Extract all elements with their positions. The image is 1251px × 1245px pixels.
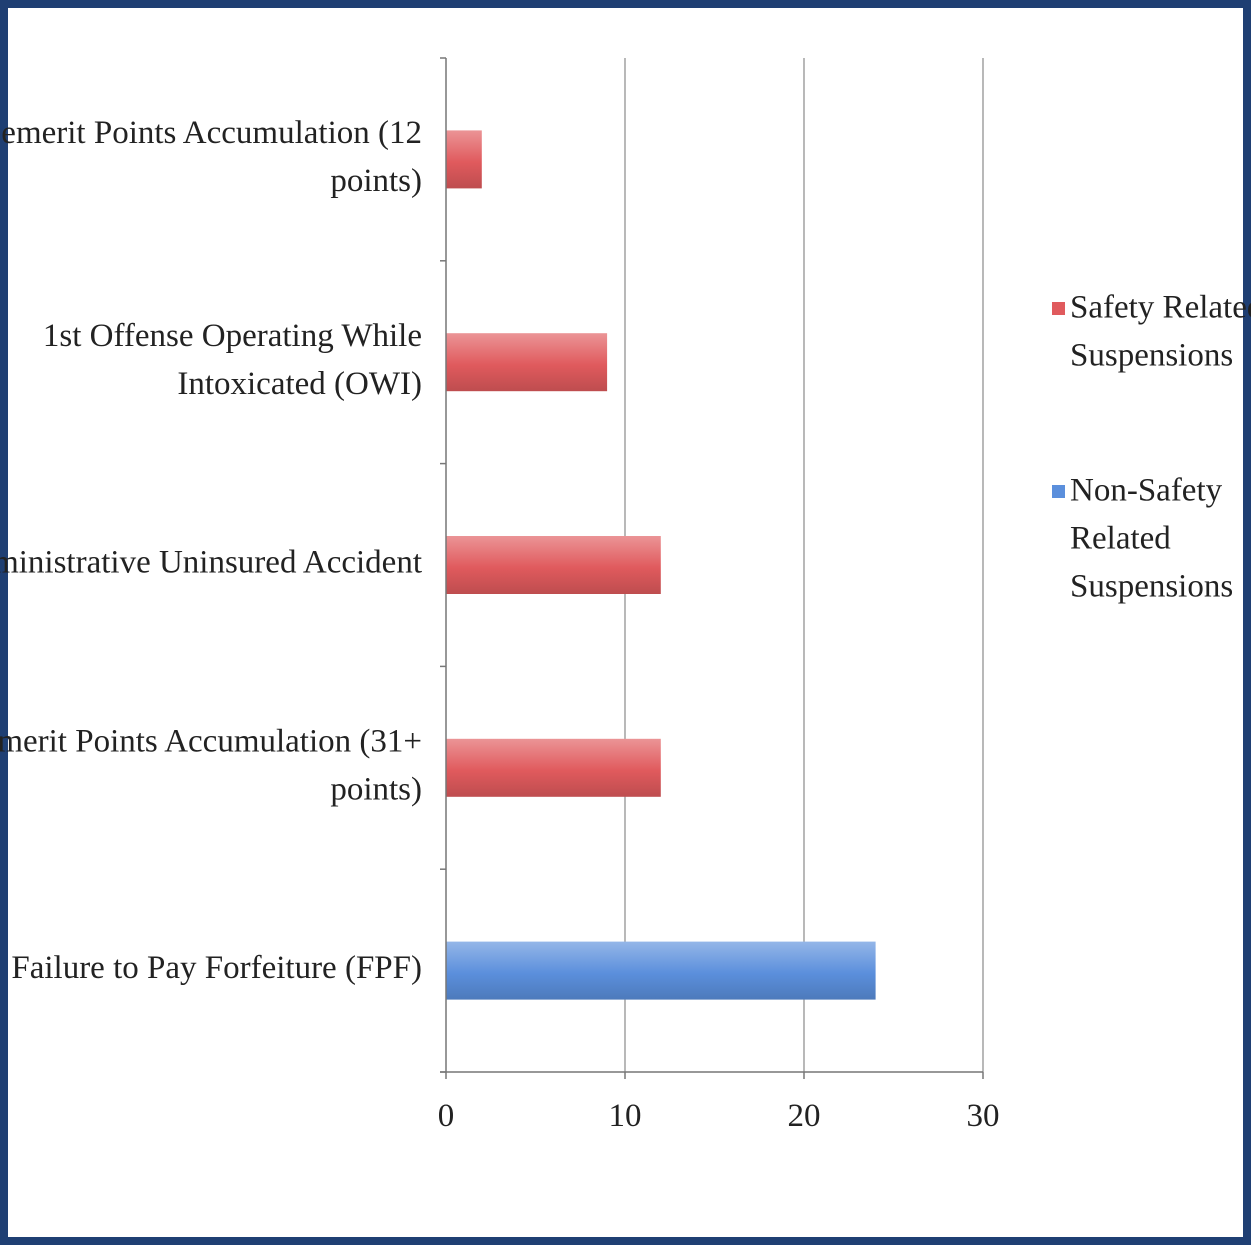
category-label: Demerit Points Accumulation (31+ — [0, 723, 422, 759]
category-label: points) — [330, 771, 422, 807]
category-label: Intoxicated (OWI) — [177, 366, 422, 402]
bar-safety-0 — [446, 130, 482, 189]
category-label: 1st Offense Operating While — [43, 318, 422, 354]
safety-legend-swatch — [1052, 302, 1065, 315]
x-tick-label: 10 — [609, 1098, 642, 1134]
bar-safety-3 — [446, 738, 661, 797]
category-label: Demerit Points Accumulation (12 — [0, 115, 422, 151]
x-tick-label: 30 — [967, 1098, 1000, 1134]
x-tick-label: 20 — [788, 1098, 821, 1134]
bar-safety-2 — [446, 536, 661, 594]
non-safety-legend-swatch — [1052, 485, 1065, 498]
legend-label: Suspensions — [1070, 569, 1233, 605]
legend-label: Non-Safety — [1070, 473, 1223, 509]
x-tick-label: 0 — [438, 1098, 455, 1134]
category-label: Administrative Uninsured Accident — [0, 545, 422, 581]
bars — [446, 130, 876, 1000]
legend: Safety Related Suspensions Non-Safety Relat… — [1052, 290, 1251, 605]
bar-safety-1 — [446, 333, 608, 392]
axes — [440, 57, 984, 1079]
legend-label: Related — [1070, 521, 1171, 557]
category-label: Failure to Pay Forfeiture (FPF) — [11, 950, 422, 986]
x-tick-labels: 0 10 20 30 — [438, 1098, 1000, 1134]
legend-label: Suspensions — [1070, 338, 1233, 374]
category-label: points) — [330, 163, 422, 199]
gridlines — [624, 58, 984, 1072]
category-labels: Demerit Points Accumulation (12 points) 1s… — [0, 115, 422, 986]
bar-non-safety-4 — [446, 941, 876, 1000]
legend-label: Safety Related — [1070, 290, 1251, 326]
